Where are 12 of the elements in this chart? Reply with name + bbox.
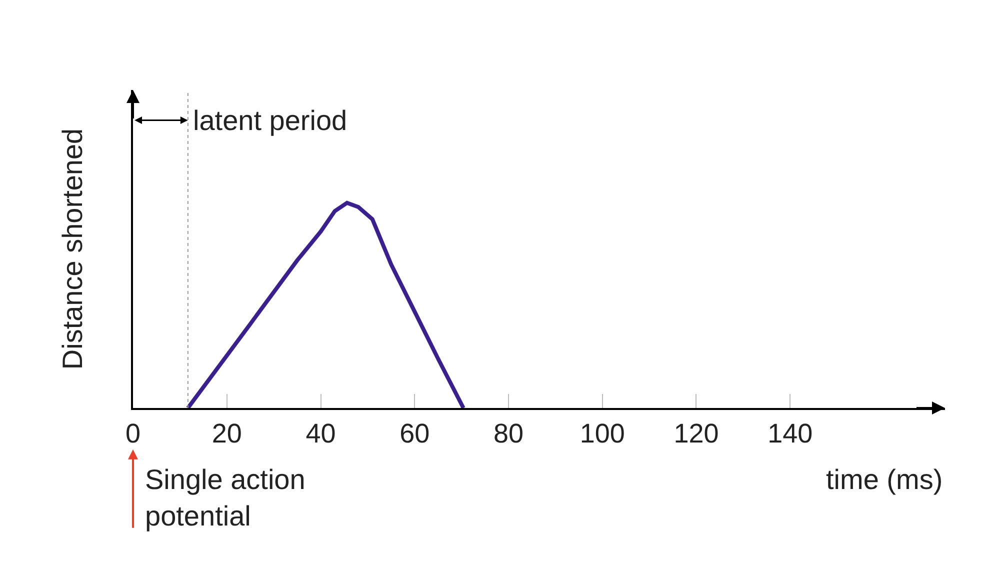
x-tick-label: 140 xyxy=(768,418,813,448)
x-tick-label: 20 xyxy=(212,418,242,448)
x-tick-label: 0 xyxy=(125,418,141,448)
x-tick-label: 60 xyxy=(400,418,430,448)
y-axis-title: Distance shortened xyxy=(57,128,88,370)
x-tick-label: 40 xyxy=(306,418,336,448)
x-tick-label: 80 xyxy=(493,418,524,448)
x-tick-label: 100 xyxy=(580,418,625,448)
x-tick-label: 120 xyxy=(674,418,719,448)
ref-line-label: latent period xyxy=(193,105,348,136)
text: Single action potential xyxy=(145,464,306,532)
x-axis-title: time (ms) xyxy=(826,464,943,495)
